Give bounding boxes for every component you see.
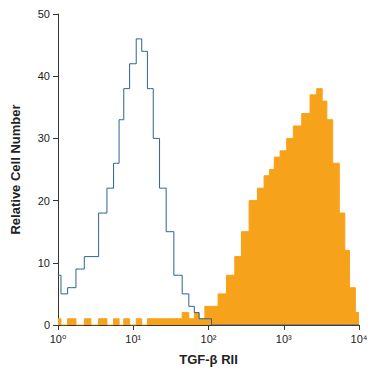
svg-text:40: 40 bbox=[38, 70, 50, 82]
svg-text:0: 0 bbox=[44, 319, 50, 331]
svg-text:30: 30 bbox=[38, 132, 50, 144]
svg-text:50: 50 bbox=[38, 8, 50, 20]
svg-text:10³: 10³ bbox=[276, 333, 292, 345]
svg-text:20: 20 bbox=[38, 195, 50, 207]
svg-text:TGF-β RII: TGF-β RII bbox=[179, 352, 237, 367]
svg-text:10: 10 bbox=[38, 257, 50, 269]
svg-text:10⁰: 10⁰ bbox=[50, 333, 67, 345]
svg-text:10¹: 10¹ bbox=[125, 333, 141, 345]
svg-text:10⁴: 10⁴ bbox=[351, 333, 368, 345]
svg-text:10²: 10² bbox=[201, 333, 217, 345]
svg-text:Relative Cell Number: Relative Cell Number bbox=[8, 104, 23, 234]
